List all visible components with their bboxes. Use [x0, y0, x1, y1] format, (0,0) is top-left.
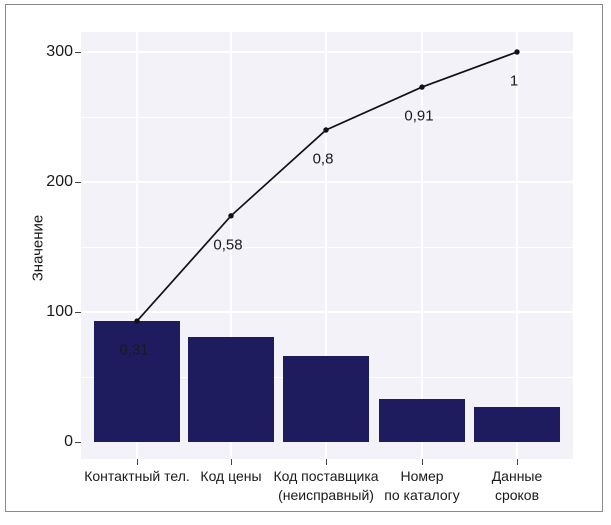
horizontal-gridline [81, 117, 573, 118]
x-tick-mark [137, 459, 138, 465]
x-tick-label-line: Код цены [200, 468, 262, 484]
vertical-gridline [421, 32, 423, 459]
vertical-gridline [516, 32, 518, 459]
cumulative-point-label: 0,31 [119, 341, 149, 359]
y-tick-mark [75, 312, 81, 313]
x-tick-mark [422, 459, 423, 465]
x-tick-label: Данные сроков [442, 467, 592, 505]
horizontal-gridline [81, 51, 573, 53]
cumulative-point-label: 1 [509, 72, 519, 90]
horizontal-gridline [81, 181, 573, 183]
y-tick-label: 0 [64, 433, 73, 450]
horizontal-gridline [81, 311, 573, 313]
cumulative-point-label: 0,8 [312, 150, 334, 168]
x-tick-label-line: Контактный тел. [84, 468, 190, 484]
y-tick-mark [75, 52, 81, 53]
x-tick-mark [517, 459, 518, 465]
horizontal-gridline [81, 247, 573, 248]
cumulative-point-label: 0,58 [213, 236, 243, 254]
plot-panel [81, 32, 573, 459]
y-axis-title: Значение [29, 214, 47, 282]
x-tick-label-line: (неисправный) [278, 487, 374, 503]
x-tick-label-line: Код поставщика [273, 468, 379, 484]
x-tick-label-line: Данные [491, 468, 543, 484]
bar [379, 399, 465, 442]
x-tick-label-line: Номер [400, 468, 444, 484]
x-tick-label: Номер по каталогу [347, 467, 497, 505]
cumulative-point-label: 0,91 [404, 107, 434, 125]
y-tick-label: 100 [46, 303, 73, 320]
bar [283, 356, 369, 442]
bar [94, 321, 180, 442]
y-tick-mark [75, 182, 81, 183]
x-tick-label: Код цены [156, 467, 306, 486]
y-tick-mark [75, 442, 81, 443]
bar [188, 336, 274, 442]
bar [474, 406, 560, 442]
x-tick-label: Контактный тел. [62, 467, 212, 486]
x-tick-label-line: сроков [494, 487, 540, 503]
x-tick-label: Код поставщика (неисправный) [251, 467, 401, 505]
x-tick-mark [326, 459, 327, 465]
y-tick-label: 300 [46, 43, 73, 60]
y-tick-label: 200 [46, 173, 73, 190]
x-tick-mark [231, 459, 232, 465]
x-tick-label-line: по каталогу [384, 487, 460, 503]
